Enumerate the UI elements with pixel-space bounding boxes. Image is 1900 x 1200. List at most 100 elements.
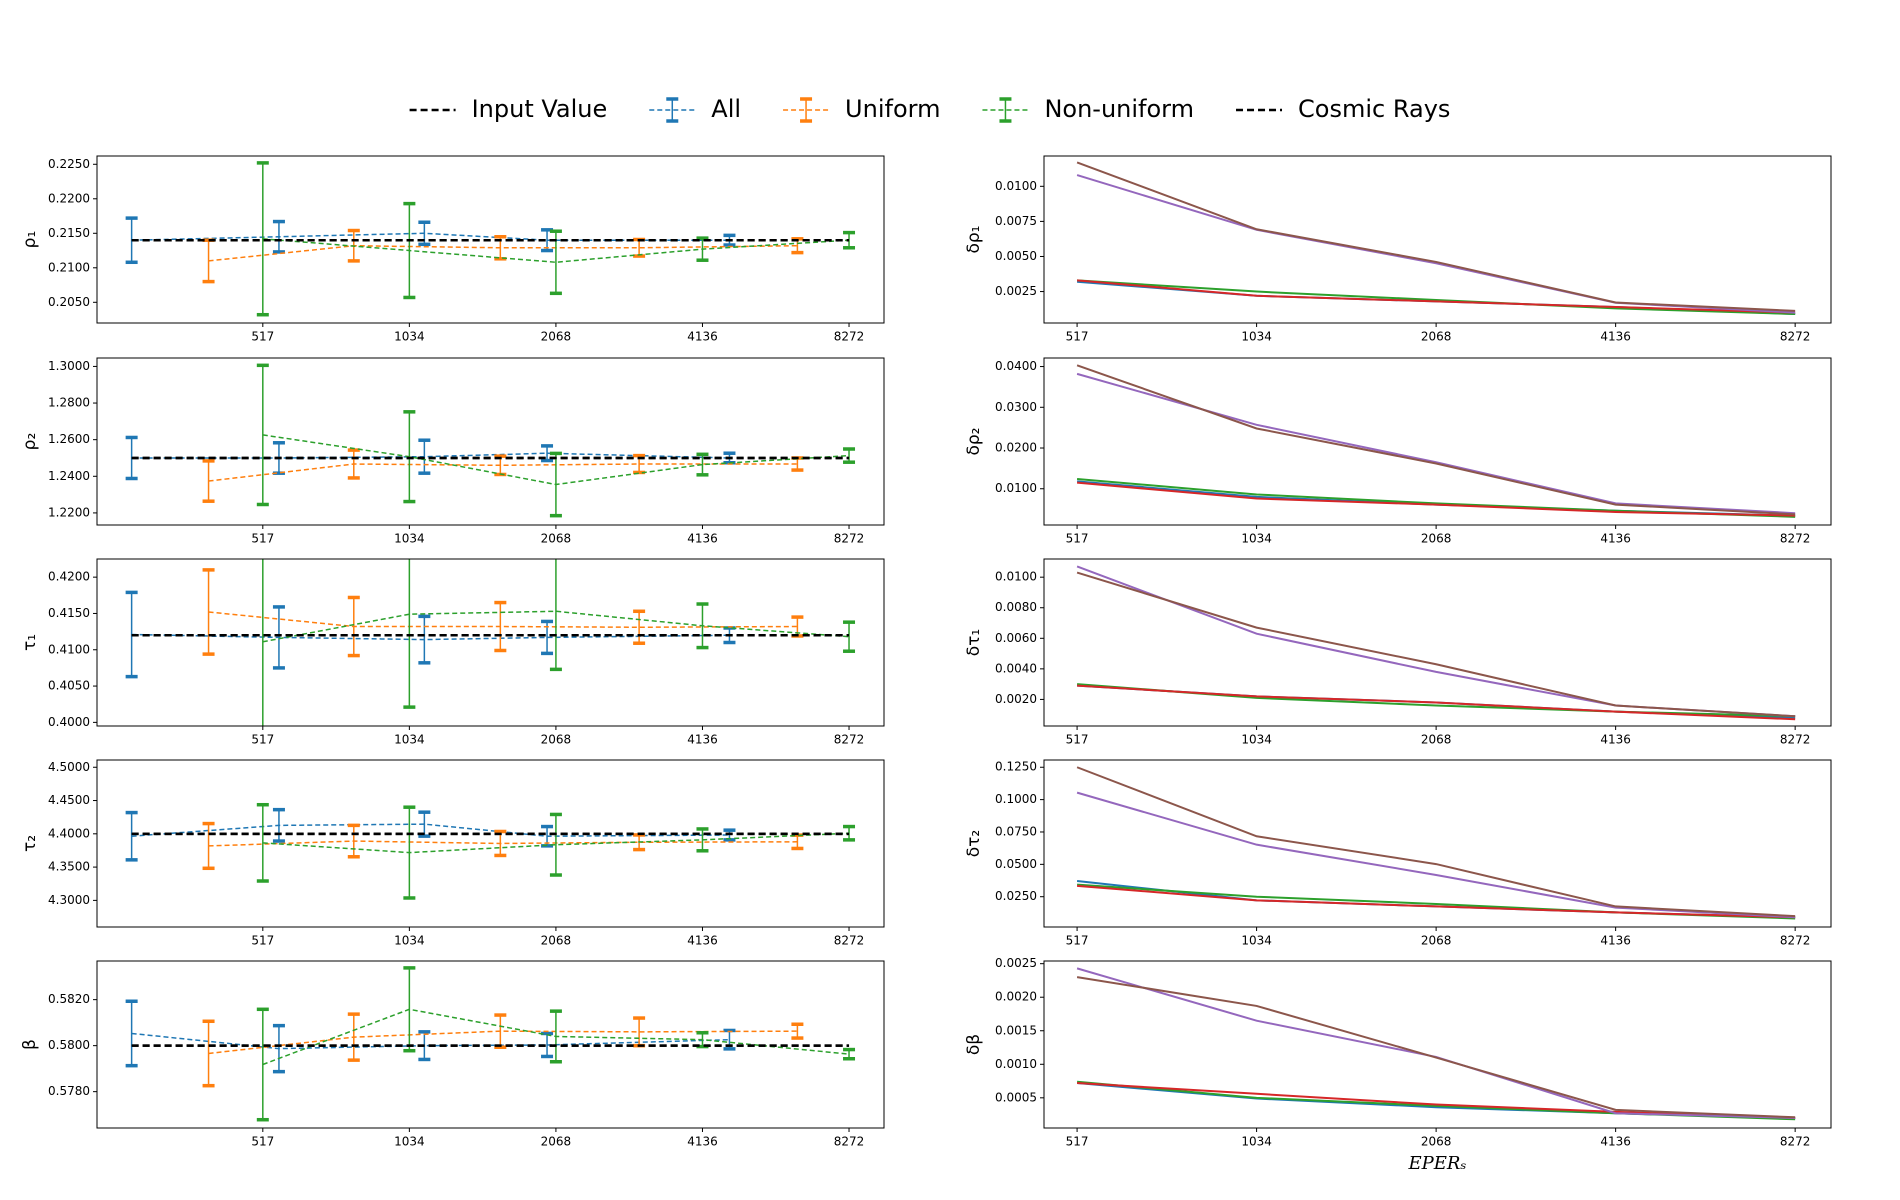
series-line [262,238,850,264]
y-tick-label: 0.0015 [995,1023,1037,1037]
y-tick-label: 0.0500 [995,857,1037,871]
y-tick-label: 0.2100 [48,260,90,274]
axes-frame [96,960,885,1129]
x-tick-label: 517 [1066,733,1089,747]
plot-area [1076,364,1796,518]
series-line [1076,279,1796,314]
series-line [1076,766,1796,918]
plot-area [125,363,856,518]
x-axis-label: EPERₛ [1407,1153,1466,1174]
plot-area [125,161,856,317]
y-tick-label: 0.1000 [995,792,1037,806]
y-tick-label: 0.0025 [995,284,1037,298]
x-tick-label: 517 [251,733,274,747]
series-line [1076,976,1796,1119]
plot-area [125,559,856,726]
axes-frame [1043,759,1832,928]
y-tick-label: 1.2200 [48,505,90,519]
series-line [1076,364,1796,516]
y-tick-label: 0.4000 [48,715,90,729]
series-line [1076,565,1796,718]
series-line [1076,791,1796,919]
y-tick-label: 0.4200 [48,570,90,584]
legend-label: Non-uniform [1044,95,1194,123]
x-tick-label: 8272 [834,532,865,546]
x-tick-label: 4136 [687,532,718,546]
y-tick-label: 0.0750 [995,824,1037,838]
y-tick-label: 0.1250 [995,760,1037,774]
series-line [1076,477,1796,518]
x-tick-label: 517 [1066,1135,1089,1149]
series-line [262,832,850,854]
x-tick-label: 4136 [687,1135,718,1149]
series-line [208,463,798,482]
series-line [262,610,850,643]
series-line [1076,480,1796,517]
axes-frame [96,357,885,526]
y-tick-label: 4.3500 [48,860,90,874]
y-tick-label: 0.0080 [995,600,1037,614]
series-line [131,1032,730,1050]
y-axis-label: ρ₂ [20,433,40,451]
y-tick-label: 4.3000 [48,893,90,907]
axes-frame [1043,558,1832,727]
x-tick-label: 4136 [687,733,718,747]
x-tick-label: 517 [251,1135,274,1149]
y-axis-label: β [20,1039,40,1050]
y-axis-label: ρ₁ [20,231,40,249]
x-tick-label: 1034 [394,532,425,546]
x-tick-label: 2068 [1421,1135,1452,1149]
x-tick-label: 4136 [1600,532,1631,546]
y-tick-label: 0.2250 [48,157,90,171]
series-line [1077,684,1796,721]
x-tick-label: 8272 [834,934,865,948]
y-tick-label: 1.2400 [48,469,90,483]
x-tick-label: 8272 [1780,532,1811,546]
series-line [1076,481,1796,517]
x-tick-label: 2068 [541,532,572,546]
y-axis-label: δτ₁ [964,629,984,656]
x-tick-label: 517 [251,934,274,948]
legend-label: All [711,95,741,123]
x-tick-label: 517 [1066,934,1089,948]
y-tick-label: 0.4100 [48,642,90,656]
y-tick-label: 0.0075 [995,214,1037,228]
series-line [208,611,798,629]
y-tick-label: 0.2150 [48,226,90,240]
axes-frame [96,759,885,928]
plot-area [1076,967,1796,1121]
y-tick-label: 1.2800 [48,396,90,410]
y-tick-label: 0.0010 [995,1057,1037,1071]
series-line [1076,571,1796,718]
x-tick-label: 8272 [1780,330,1811,344]
x-tick-label: 517 [1066,330,1089,344]
y-tick-label: 0.0050 [995,249,1037,263]
x-tick-label: 8272 [834,1135,865,1149]
plot-area [1076,161,1796,316]
y-tick-label: 0.0250 [995,889,1037,903]
y-tick-label: 0.0100 [995,481,1037,495]
x-tick-label: 8272 [834,733,865,747]
y-tick-label: 0.4150 [48,606,90,620]
plot-area [1076,565,1796,721]
y-tick-label: 0.0020 [995,692,1037,706]
x-tick-label: 8272 [834,330,865,344]
x-tick-label: 1034 [394,934,425,948]
y-tick-label: 0.0200 [995,441,1037,455]
plot-area [125,802,856,900]
y-axis-label: δβ [964,1034,984,1055]
x-tick-label: 2068 [1421,532,1452,546]
y-axis-label: δτ₂ [964,830,984,857]
y-tick-label: 0.0005 [995,1090,1037,1104]
y-tick-label: 0.0100 [995,179,1037,193]
axes-frame [96,155,885,324]
y-tick-label: 0.2050 [48,295,90,309]
y-tick-label: 0.4050 [48,679,90,693]
x-tick-label: 2068 [1421,733,1452,747]
y-tick-label: 1.3000 [48,359,90,373]
series-line [1077,279,1796,316]
axes-frame [1043,155,1832,324]
series-line [1076,174,1796,314]
y-tick-label: 0.0300 [995,400,1037,414]
